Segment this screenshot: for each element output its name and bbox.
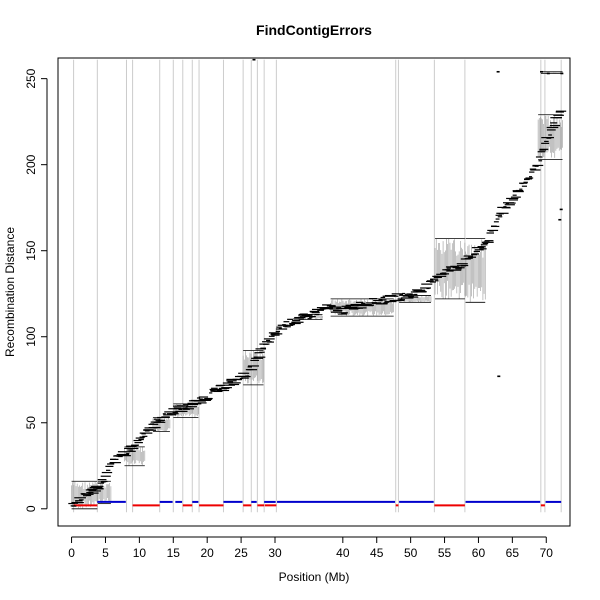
x-tick-label: 10 <box>133 546 147 560</box>
x-tick-label: 25 <box>234 546 248 560</box>
x-tick-label: 55 <box>438 546 452 560</box>
x-tick-label: 30 <box>268 546 282 560</box>
x-tick-label: 15 <box>167 546 181 560</box>
y-tick-label: 0 <box>24 505 38 512</box>
status-segments <box>73 500 562 507</box>
x-axis: 0 5 10 15 20 25 30 40 45 50 55 60 65 70 <box>68 536 554 560</box>
contig-boundaries <box>73 59 562 513</box>
x-tick-label: 20 <box>201 546 215 560</box>
x-tick-label: 0 <box>68 546 75 560</box>
x-tick-label: 5 <box>102 546 109 560</box>
x-axis-label: Position (Mb) <box>279 570 350 584</box>
x-tick-label: 65 <box>506 546 520 560</box>
y-tick-label: 250 <box>24 68 38 88</box>
x-tick-label: 60 <box>472 546 486 560</box>
points <box>68 58 567 507</box>
y-tick-label: 200 <box>24 154 38 174</box>
x-tick-label: 45 <box>370 546 384 560</box>
x-tick-label: 50 <box>404 546 418 560</box>
y-tick-label: 100 <box>24 326 38 346</box>
y-axis-label: Recombination Distance <box>3 227 17 357</box>
y-tick-label: 50 <box>24 416 38 430</box>
y-axis: 0 50 100 150 200 250 <box>24 68 48 512</box>
plot-frame <box>57 57 571 527</box>
x-tick-label: 70 <box>540 546 554 560</box>
chart-title: FindContigErrors <box>256 22 372 38</box>
y-tick-label: 150 <box>24 240 38 260</box>
x-tick-label: 40 <box>336 546 350 560</box>
